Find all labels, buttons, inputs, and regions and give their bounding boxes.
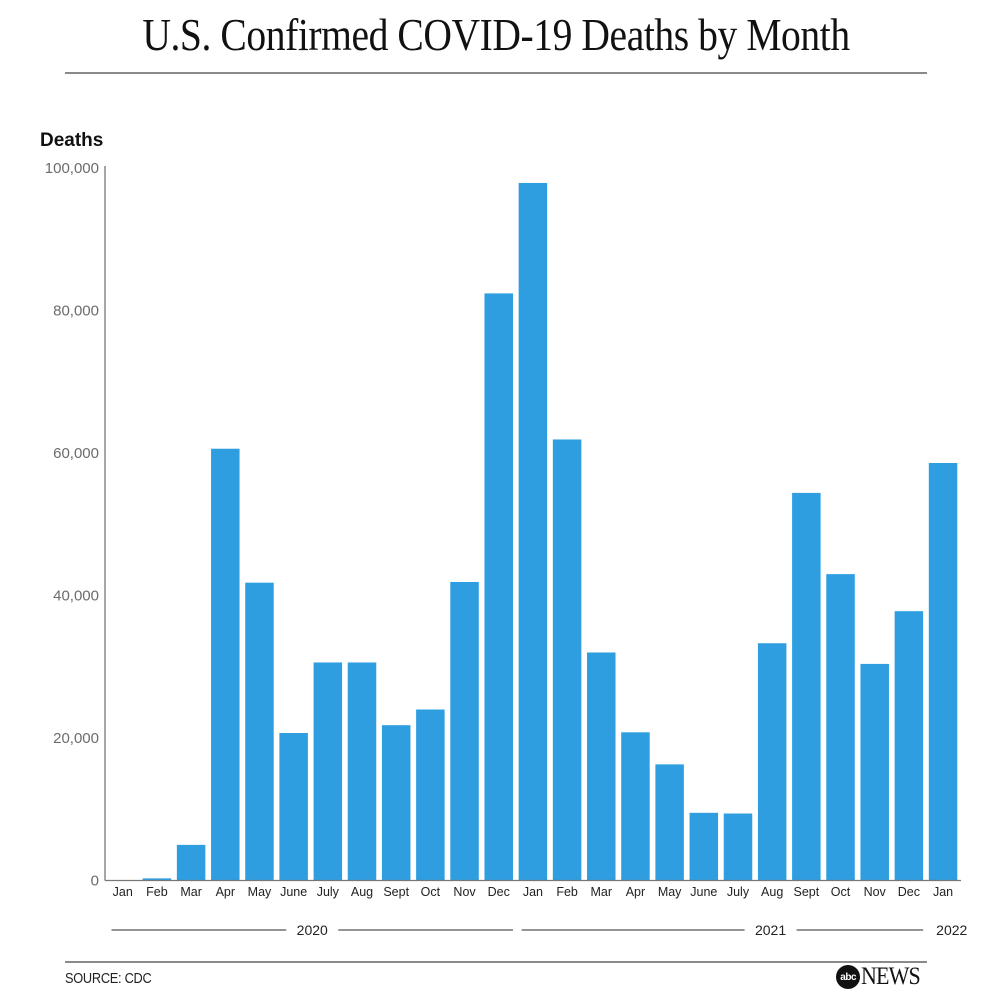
y-tick-label: 20,000 <box>53 730 99 747</box>
bar-19 <box>723 813 753 881</box>
bar-11 <box>450 581 479 881</box>
bar-16 <box>621 732 650 881</box>
abc-news-logo: abc NEWS <box>836 963 928 991</box>
x-tick-label: Dec <box>488 885 510 899</box>
bar-22 <box>826 574 855 881</box>
x-tick-label: Oct <box>421 885 441 899</box>
x-tick-label: Nov <box>864 885 887 899</box>
y-tick-label: 80,000 <box>53 303 99 320</box>
x-tick-label: Mar <box>591 885 613 899</box>
bar-4 <box>211 448 240 881</box>
x-tick-label: July <box>317 885 340 899</box>
bar-6 <box>279 733 308 881</box>
x-tick-label: Apr <box>626 885 645 899</box>
x-tick-label: Jan <box>933 885 953 899</box>
x-tick-label: Aug <box>351 885 373 899</box>
x-tick-label: Feb <box>556 885 578 899</box>
x-tick-label: June <box>690 885 717 899</box>
x-tick-label: Oct <box>831 885 851 899</box>
bar-21 <box>792 492 821 881</box>
bar-18 <box>689 812 719 881</box>
x-tick-label: Feb <box>146 885 168 899</box>
bar-2 <box>142 878 172 881</box>
x-tick-label: May <box>248 885 272 899</box>
x-tick-label: Jan <box>113 885 133 899</box>
x-tick-label: Apr <box>216 885 235 899</box>
chart-title: U.S. Confirmed COVID-19 Deaths by Month <box>142 9 850 60</box>
news-wordmark: NEWS <box>861 963 921 990</box>
bar-3 <box>176 844 206 881</box>
bar-20 <box>757 643 787 881</box>
footer-divider <box>65 961 927 963</box>
bar-17 <box>655 764 684 881</box>
y-tick-label: 100,000 <box>45 160 99 177</box>
year-label: 2020 <box>297 922 328 938</box>
bar-5 <box>245 582 274 881</box>
x-tick-label: June <box>280 885 307 899</box>
bar-7 <box>313 662 343 881</box>
bar-10 <box>416 709 445 881</box>
x-tick-label: May <box>658 885 682 899</box>
y-axis-label: Deaths <box>40 130 104 151</box>
source-note: SOURCE: CDC <box>65 970 152 987</box>
bar-8 <box>347 662 377 881</box>
year-label: 2021 <box>755 922 786 938</box>
y-tick-label: 60,000 <box>53 445 99 462</box>
bar-24 <box>894 611 924 881</box>
bar-9 <box>381 725 411 881</box>
x-tick-label: Sept <box>793 885 819 899</box>
x-tick-label: Dec <box>898 885 920 899</box>
x-tick-label: Sept <box>383 885 409 899</box>
bar-15 <box>587 652 616 881</box>
bar-13 <box>518 182 548 881</box>
title-divider <box>65 72 927 74</box>
x-tick-label: Nov <box>453 885 476 899</box>
bar-12 <box>484 293 513 881</box>
bar-23 <box>860 663 889 881</box>
x-tick-label: Mar <box>180 885 202 899</box>
year-label: 2022 <box>936 922 967 938</box>
y-tick-label: 0 <box>91 873 99 890</box>
bar-25 <box>928 462 958 881</box>
x-tick-label: Aug <box>761 885 783 899</box>
x-tick-label: July <box>727 885 750 899</box>
x-tick-label: Jan <box>523 885 543 899</box>
bar-14 <box>552 439 582 881</box>
abc-logo-icon: abc <box>836 965 861 989</box>
y-tick-label: 40,000 <box>53 588 99 605</box>
